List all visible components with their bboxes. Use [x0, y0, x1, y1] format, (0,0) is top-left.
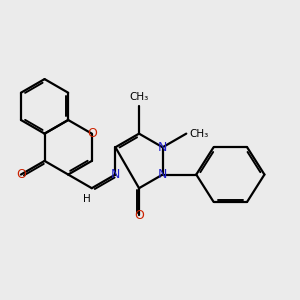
Text: H: H	[83, 194, 91, 203]
Text: CH₃: CH₃	[129, 92, 149, 102]
Text: O: O	[87, 127, 97, 140]
Text: O: O	[16, 168, 26, 181]
Text: N: N	[111, 168, 120, 181]
Text: O: O	[134, 209, 144, 222]
Text: CH₃: CH₃	[190, 129, 209, 139]
Text: N: N	[158, 141, 167, 154]
Text: N: N	[158, 168, 167, 181]
